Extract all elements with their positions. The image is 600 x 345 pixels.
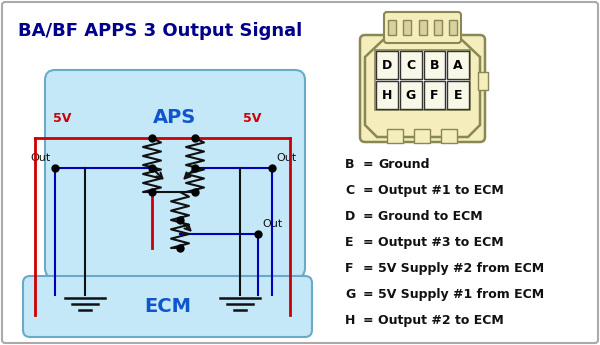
Text: Out: Out xyxy=(262,219,282,229)
Text: B: B xyxy=(345,158,355,171)
Bar xyxy=(400,81,421,109)
Text: E: E xyxy=(345,236,353,249)
Text: Ground: Ground xyxy=(378,158,430,171)
Text: D: D xyxy=(382,59,392,71)
Bar xyxy=(419,20,427,35)
Bar xyxy=(388,20,396,35)
Text: 5V: 5V xyxy=(243,112,261,125)
Text: G: G xyxy=(345,288,355,301)
FancyBboxPatch shape xyxy=(384,12,461,43)
Text: =: = xyxy=(362,236,373,249)
FancyBboxPatch shape xyxy=(45,70,305,278)
Text: Output #3 to ECM: Output #3 to ECM xyxy=(378,236,503,249)
Text: C: C xyxy=(406,59,415,71)
Bar xyxy=(424,51,445,79)
Bar xyxy=(424,81,445,109)
FancyBboxPatch shape xyxy=(23,276,312,337)
Text: B: B xyxy=(430,59,439,71)
Text: Output #2 to ECM: Output #2 to ECM xyxy=(378,314,504,327)
Text: H: H xyxy=(382,89,392,101)
Text: C: C xyxy=(345,184,354,197)
Bar xyxy=(375,50,470,110)
Text: =: = xyxy=(362,210,373,223)
Text: A: A xyxy=(454,59,463,71)
Text: 5V: 5V xyxy=(53,112,71,125)
FancyBboxPatch shape xyxy=(360,35,485,142)
Bar xyxy=(403,20,411,35)
Polygon shape xyxy=(365,40,480,137)
Text: Out: Out xyxy=(31,153,51,163)
Text: E: E xyxy=(454,89,463,101)
Bar xyxy=(449,20,457,35)
Text: =: = xyxy=(362,158,373,171)
Text: 5V Supply #2 from ECM: 5V Supply #2 from ECM xyxy=(378,262,544,275)
Text: =: = xyxy=(362,288,373,301)
Text: APS: APS xyxy=(154,108,197,127)
Bar xyxy=(414,129,430,143)
Bar xyxy=(478,72,488,90)
Text: 5V Supply #1 from ECM: 5V Supply #1 from ECM xyxy=(378,288,544,301)
Bar xyxy=(434,20,442,35)
Bar xyxy=(376,81,398,109)
Text: H: H xyxy=(345,314,355,327)
Text: F: F xyxy=(430,89,439,101)
Text: =: = xyxy=(362,184,373,197)
Text: ECM: ECM xyxy=(144,296,191,315)
Bar xyxy=(441,129,457,143)
Text: Out: Out xyxy=(276,153,296,163)
Bar xyxy=(447,51,469,79)
Bar xyxy=(376,51,398,79)
Bar xyxy=(387,129,403,143)
Bar xyxy=(400,51,421,79)
Text: Output #1 to ECM: Output #1 to ECM xyxy=(378,184,504,197)
Text: =: = xyxy=(362,262,373,275)
Text: =: = xyxy=(362,314,373,327)
Text: F: F xyxy=(345,262,353,275)
Text: Ground to ECM: Ground to ECM xyxy=(378,210,482,223)
Text: D: D xyxy=(345,210,355,223)
Bar xyxy=(447,81,469,109)
Text: G: G xyxy=(406,89,416,101)
Text: BA/BF APPS 3 Output Signal: BA/BF APPS 3 Output Signal xyxy=(18,22,302,40)
